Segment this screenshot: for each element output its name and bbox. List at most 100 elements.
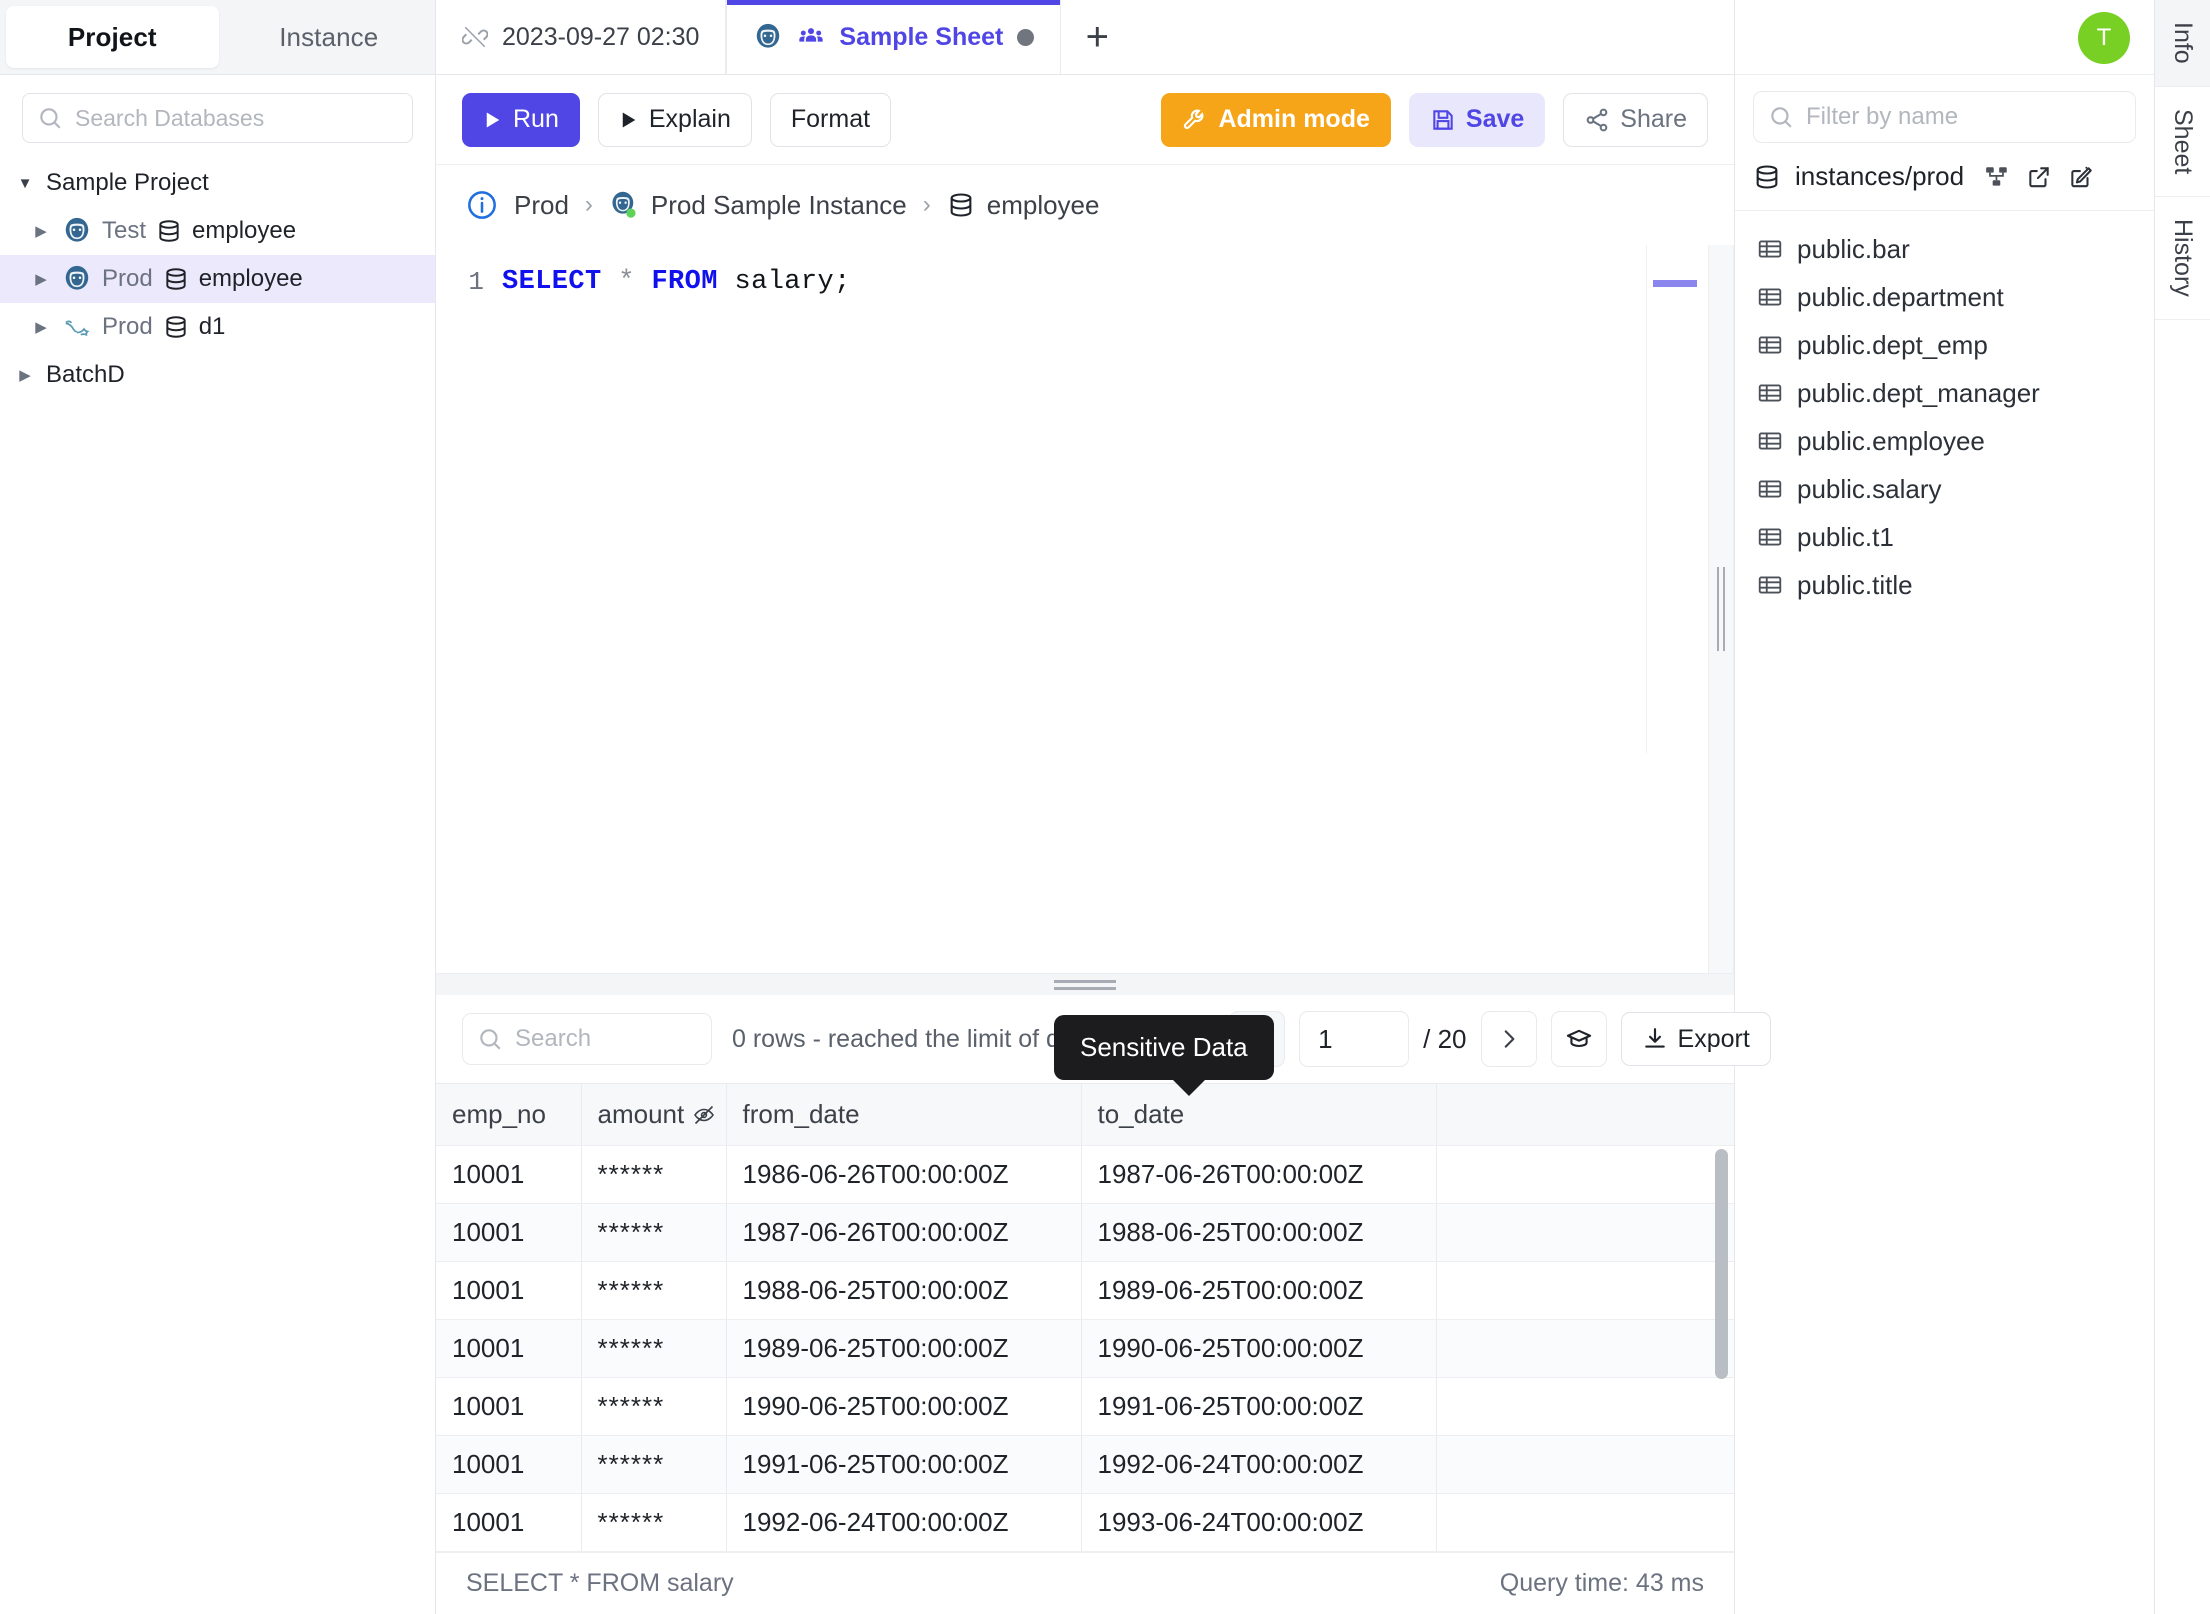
cell-emp-no[interactable]: 10001 (436, 1493, 582, 1552)
cell-amount-masked[interactable]: ****** (581, 1493, 727, 1552)
cell-from-date[interactable]: 1992-06-24T00:00:00Z (726, 1493, 1082, 1552)
explain-button[interactable]: Explain (597, 92, 752, 147)
edit-icon[interactable] (2068, 164, 2094, 190)
save-button[interactable]: Save (1408, 92, 1546, 147)
table-list-item-dept-emp[interactable]: public.dept_emp (1735, 321, 2154, 369)
column-header-to-date[interactable]: to_date (1081, 1083, 1437, 1146)
run-button[interactable]: Run (462, 92, 580, 147)
cell-emp-no[interactable]: 10001 (436, 1145, 582, 1204)
executed-query-text: SELECT * FROM salary (466, 1569, 734, 1597)
sidebar-tab-project[interactable]: Project (6, 6, 219, 68)
table-list-item-salary[interactable]: public.salary (1735, 465, 2154, 513)
editor-panel-resize-handle[interactable] (1708, 245, 1734, 973)
cell-from-date[interactable]: 1989-06-25T00:00:00Z (726, 1319, 1082, 1378)
table-list-item-dept-manager[interactable]: public.dept_manager (1735, 369, 2154, 417)
table-row[interactable]: 10001 ****** 1991-06-25T00:00:00Z 1992-0… (436, 1435, 1734, 1494)
results-grid[interactable]: emp_no amount (436, 1083, 1734, 1552)
results-search-box[interactable] (462, 1013, 712, 1065)
results-vertical-scrollbar[interactable] (1715, 1149, 1728, 1379)
tab-sample-sheet[interactable]: Sample Sheet (726, 0, 1062, 74)
cell-emp-no[interactable]: 10001 (436, 1203, 582, 1262)
cell-to-date[interactable]: 1988-06-25T00:00:00Z (1081, 1203, 1437, 1262)
column-header-amount[interactable]: amount (581, 1083, 727, 1146)
rail-tab-history[interactable]: History (2155, 197, 2210, 320)
cell-emp-no[interactable]: 10001 (436, 1319, 582, 1378)
search-databases-box[interactable] (22, 93, 413, 143)
cell-from-date[interactable]: 1986-06-26T00:00:00Z (726, 1145, 1082, 1204)
table-row[interactable]: 10001 ****** 1986-06-26T00:00:00Z 1987-0… (436, 1145, 1734, 1204)
eye-off-icon[interactable] (692, 1103, 716, 1127)
cell-emp-no[interactable]: 10001 (436, 1377, 582, 1436)
table-row[interactable]: 10001 ****** 1990-06-25T00:00:00Z 1991-0… (436, 1377, 1734, 1436)
column-header-emp-no[interactable]: emp_no (436, 1083, 582, 1146)
filter-by-name-input[interactable] (1806, 103, 2121, 131)
filter-by-name-box[interactable] (1753, 91, 2136, 143)
cell-from-date[interactable]: 1988-06-25T00:00:00Z (726, 1261, 1082, 1320)
cell-emp-no[interactable]: 10001 (436, 1261, 582, 1320)
table-list-item-t1[interactable]: public.t1 (1735, 513, 2154, 561)
rail-tab-sheet[interactable]: Sheet (2155, 87, 2210, 198)
info-icon[interactable] (466, 189, 498, 221)
breadcrumb-database[interactable]: employee (947, 190, 1099, 221)
admin-mode-button[interactable]: Admin mode (1161, 92, 1391, 147)
cell-from-date[interactable]: 1990-06-25T00:00:00Z (726, 1377, 1082, 1436)
tree-item-prod-employee[interactable]: ▶ Prod employee (0, 255, 435, 303)
table-list-item-department[interactable]: public.department (1735, 273, 2154, 321)
tree-item-test-employee[interactable]: ▶ Test employee (0, 207, 435, 255)
add-tab-button[interactable]: + (1061, 0, 1133, 74)
sql-editor[interactable]: 1 SELECT * FROM salary; (436, 245, 1708, 973)
chevron-right-icon[interactable]: ▶ (35, 319, 47, 336)
rail-tab-info[interactable]: Info (2155, 0, 2210, 87)
export-button[interactable]: Export (1620, 1012, 1771, 1066)
next-page-button[interactable] (1480, 1011, 1537, 1067)
cell-amount-masked[interactable]: ****** (581, 1377, 727, 1436)
column-header-from-date[interactable]: from_date (726, 1083, 1082, 1146)
cell-amount-masked[interactable]: ****** (581, 1435, 727, 1494)
cell-to-date[interactable]: 1990-06-25T00:00:00Z (1081, 1319, 1437, 1378)
schema-diagram-icon[interactable] (1984, 164, 2010, 190)
format-button[interactable]: Format (769, 92, 892, 147)
tree-item-sample-project[interactable]: ▼ Sample Project (0, 159, 435, 207)
cell-to-date[interactable]: 1992-06-24T00:00:00Z (1081, 1435, 1437, 1494)
cell-to-date[interactable]: 1987-06-26T00:00:00Z (1081, 1145, 1437, 1204)
cell-amount-masked[interactable]: ****** (581, 1145, 727, 1204)
page-number-input[interactable]: 1 (1299, 1011, 1410, 1067)
chevron-right-icon[interactable]: ▶ (35, 223, 47, 240)
table-row[interactable]: 10001 ****** 1992-06-24T00:00:00Z 1993-0… (436, 1493, 1734, 1552)
cell-amount-masked[interactable]: ****** (581, 1319, 727, 1378)
cell-amount-masked[interactable]: ****** (581, 1261, 727, 1320)
search-databases-input[interactable] (75, 104, 398, 132)
cell-emp-no[interactable]: 10001 (436, 1435, 582, 1494)
cell-to-date[interactable]: 1989-06-25T00:00:00Z (1081, 1261, 1437, 1320)
tab-dirty-indicator[interactable] (1017, 28, 1035, 46)
sidebar-tab-instance[interactable]: Instance (223, 0, 436, 74)
table-list-item-title[interactable]: public.title (1735, 561, 2154, 609)
results-search-input[interactable] (515, 1025, 697, 1053)
cell-to-date[interactable]: 1991-06-25T00:00:00Z (1081, 1377, 1437, 1436)
tab-worksheet-timestamp[interactable]: 2023-09-27 02:30 (436, 0, 727, 74)
chevron-right-icon[interactable]: ▶ (35, 271, 47, 288)
table-row[interactable]: 10001 ****** 1988-06-25T00:00:00Z 1989-0… (436, 1261, 1734, 1320)
results-resize-handle[interactable] (436, 973, 1734, 995)
visualize-button[interactable] (1550, 1011, 1607, 1067)
share-button[interactable]: Share (1563, 92, 1708, 147)
chevron-right-icon[interactable]: ▶ (19, 367, 31, 384)
chevron-down-icon[interactable]: ▼ (17, 174, 33, 192)
table-list-item-bar[interactable]: public.bar (1735, 225, 2154, 273)
editor-minimap[interactable] (1646, 245, 1702, 753)
cell-to-date[interactable]: 1993-06-24T00:00:00Z (1081, 1493, 1437, 1552)
table-row[interactable]: 10001 ****** 1989-06-25T00:00:00Z 1990-0… (436, 1319, 1734, 1378)
sidebar-tab-project-label: Project (67, 21, 157, 52)
cell-from-date[interactable]: 1991-06-25T00:00:00Z (726, 1435, 1082, 1494)
breadcrumb-instance[interactable]: Prod Sample Instance (609, 190, 907, 221)
avatar[interactable]: T (2078, 12, 2130, 64)
open-external-icon[interactable] (2026, 164, 2052, 190)
breadcrumb-environment[interactable]: Prod (514, 190, 569, 221)
table-row[interactable]: 10001 ****** 1987-06-26T00:00:00Z 1988-0… (436, 1203, 1734, 1262)
cell-from-date[interactable]: 1987-06-26T00:00:00Z (726, 1203, 1082, 1262)
cell-amount-masked[interactable]: ****** (581, 1203, 727, 1262)
tree-item-prod-d1[interactable]: ▶ Prod d1 (0, 303, 435, 351)
tree-item-batchd[interactable]: ▶ BatchD (0, 351, 435, 399)
table-list-item-employee[interactable]: public.employee (1735, 417, 2154, 465)
breadcrumb-instance-label: Prod Sample Instance (650, 189, 907, 220)
